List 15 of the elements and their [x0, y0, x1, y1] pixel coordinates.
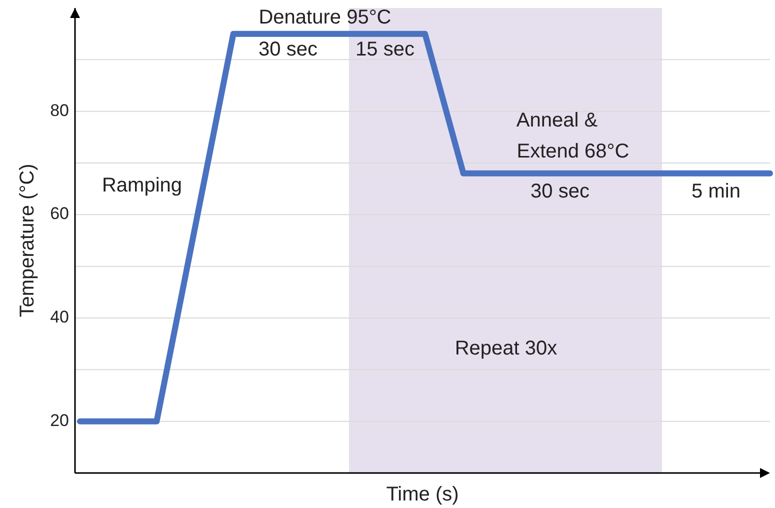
annotation: Extend 68°C	[516, 140, 630, 162]
y-tick-label: 80	[50, 100, 69, 120]
annotation: 5 min	[692, 180, 740, 202]
x-axis-title: Time (s)	[386, 483, 459, 506]
y-tick-label: 40	[50, 307, 69, 326]
annotation: Repeat 30x	[454, 337, 558, 360]
annotation: Anneal &	[516, 109, 598, 132]
y-tick-label: 20	[50, 410, 69, 430]
annotation: Ramping	[102, 174, 182, 196]
annotation: Denature 95°C	[258, 6, 392, 28]
annotation: 30 sec	[258, 38, 318, 60]
y-axis-title: Temperature (°C)	[16, 164, 38, 318]
annotation: 30 sec	[530, 180, 590, 202]
y-tick-label: 60	[50, 204, 69, 224]
annotation: 15 sec	[356, 38, 414, 60]
